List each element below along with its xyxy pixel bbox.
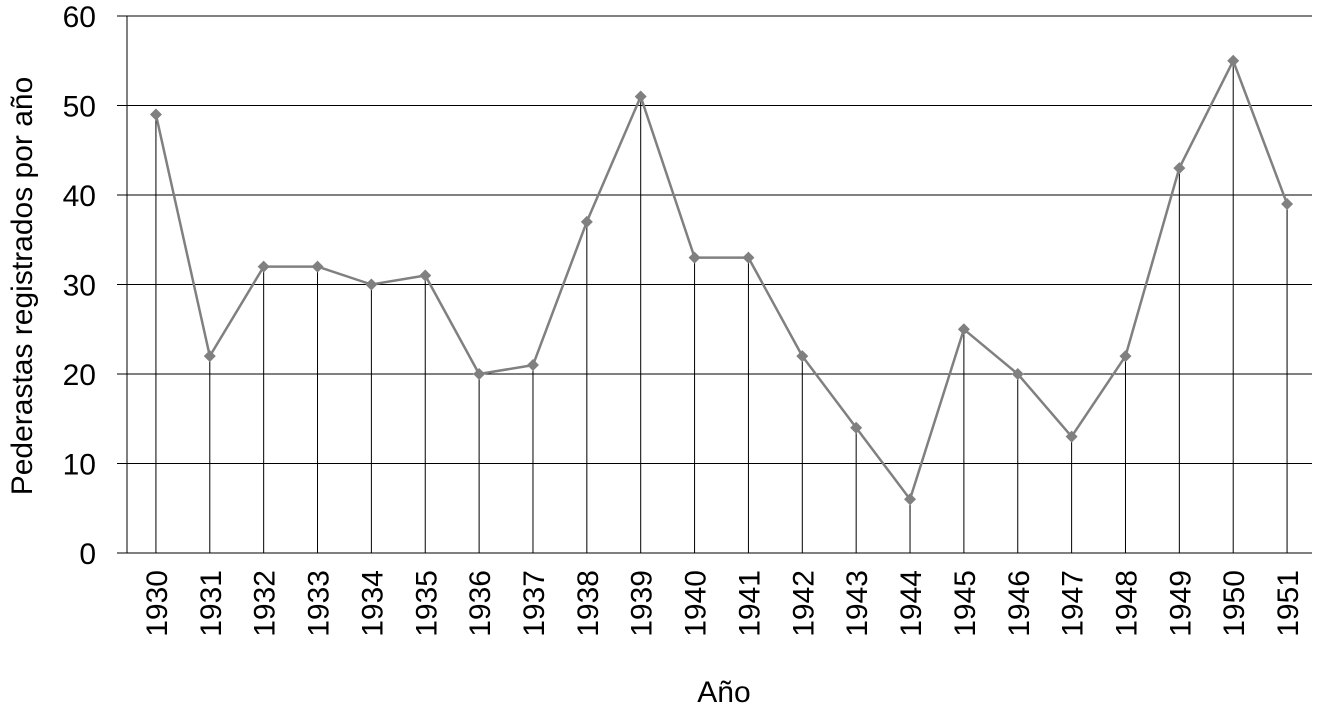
y-tick-label: 10 <box>63 449 96 482</box>
x-tick-label: 1937 <box>518 570 551 637</box>
x-tick-label: 1938 <box>572 570 605 637</box>
x-tick-label: 1940 <box>680 570 713 637</box>
data-point <box>149 108 162 121</box>
x-tick-label: 1948 <box>1111 570 1144 637</box>
data-point <box>419 269 432 282</box>
data-point <box>1173 162 1186 175</box>
data-point <box>850 421 863 434</box>
x-tick-label: 1943 <box>841 570 874 637</box>
series <box>149 54 1294 506</box>
drop-lines <box>155 60 1288 553</box>
data-point <box>526 359 539 372</box>
data-point <box>203 350 216 363</box>
data-point <box>311 260 324 273</box>
y-tick-label: 50 <box>63 91 96 124</box>
data-point <box>365 278 378 291</box>
y-axis-title: Pederastas registrados por año <box>6 77 39 496</box>
y-tick-label: 60 <box>63 1 96 34</box>
x-tick-label: 1944 <box>895 570 928 637</box>
x-axis-title: Año <box>697 676 750 709</box>
x-tick-label: 1941 <box>733 570 766 637</box>
gridlines <box>117 15 1312 464</box>
x-tick-label: 1947 <box>1057 570 1090 637</box>
x-tick-label: 1931 <box>195 570 228 637</box>
data-point <box>904 493 917 506</box>
y-tick-label: 0 <box>79 538 96 571</box>
x-tick-label: 1946 <box>1003 570 1036 637</box>
data-point <box>257 260 270 273</box>
data-point <box>634 90 647 103</box>
x-tick-label: 1945 <box>949 570 982 637</box>
data-point <box>957 323 970 336</box>
data-point <box>473 368 486 380</box>
x-tick-label: 1951 <box>1272 570 1305 637</box>
data-point <box>742 251 755 264</box>
data-point <box>688 251 701 264</box>
x-tick-label: 1942 <box>787 570 820 637</box>
x-tick-label: 1949 <box>1164 570 1197 637</box>
data-point <box>1119 350 1132 363</box>
data-point <box>1011 368 1024 380</box>
axes <box>117 16 1312 554</box>
data-point <box>1281 197 1294 210</box>
x-tick-labels: 1930 1931 1932 1933 1934 1935 1936 1937 1938 1939… <box>141 570 1305 637</box>
data-point <box>1227 54 1240 67</box>
x-tick-label: 1934 <box>356 570 389 637</box>
x-tick-label: 1950 <box>1218 570 1251 637</box>
x-tick-label: 1935 <box>410 570 443 637</box>
data-point <box>580 215 593 228</box>
data-point <box>796 350 809 363</box>
x-tick-label: 1939 <box>626 570 659 637</box>
series-line <box>154 59 1289 501</box>
y-tick-labels: 0 10 20 30 40 50 60 <box>63 1 96 571</box>
y-tick-label: 30 <box>63 270 96 303</box>
x-tick-label: 1936 <box>464 570 497 637</box>
y-tick-label: 40 <box>63 180 96 213</box>
x-tick-label: 1933 <box>303 570 336 637</box>
x-tick-label: 1932 <box>249 570 282 637</box>
data-point <box>1065 430 1078 443</box>
x-tick-label: 1930 <box>141 570 174 637</box>
y-tick-label: 20 <box>63 359 96 392</box>
